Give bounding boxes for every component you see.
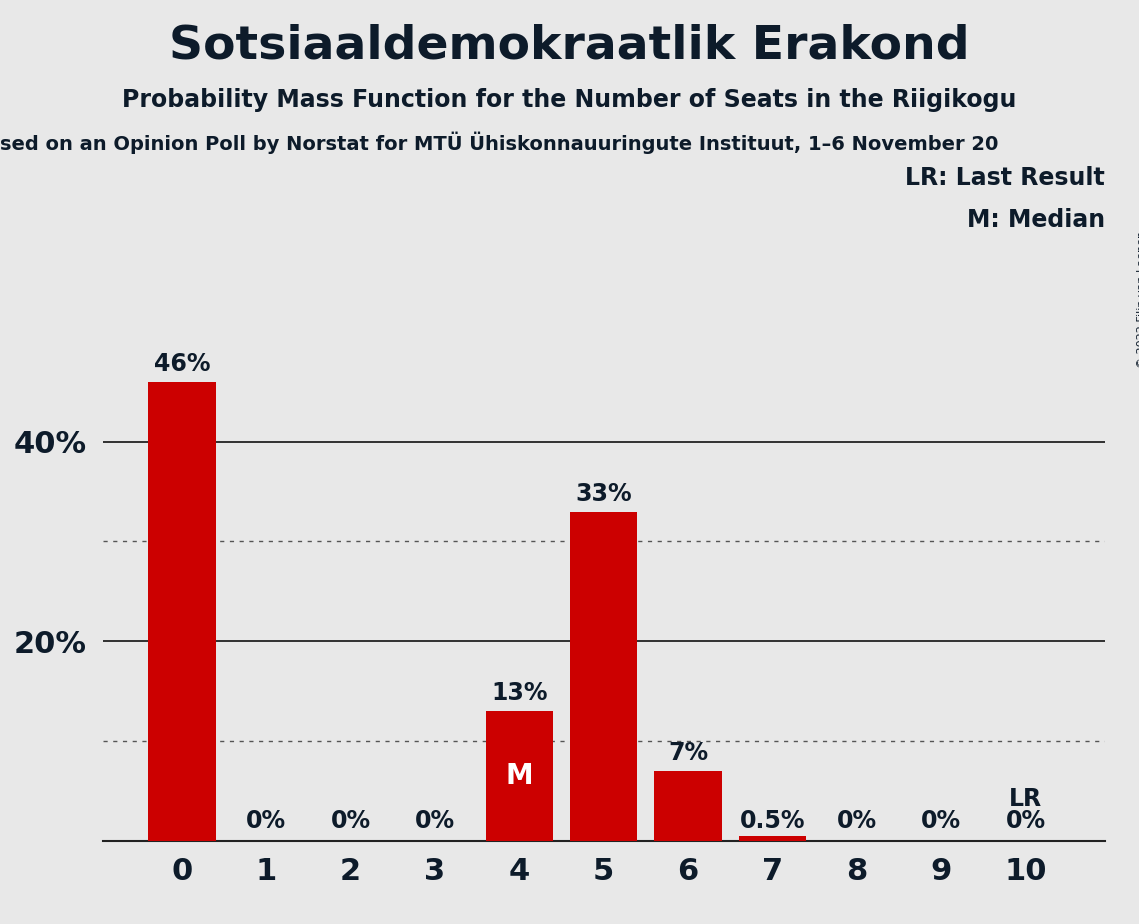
Bar (739, 836, 806, 841)
Bar (654, 771, 722, 841)
Text: M: Median: M: Median (967, 208, 1105, 232)
Bar (570, 512, 638, 841)
Text: M: M (506, 762, 533, 790)
Text: Probability Mass Function for the Number of Seats in the Riigikogu: Probability Mass Function for the Number… (122, 88, 1017, 112)
Text: 13%: 13% (491, 681, 548, 705)
Text: 0%: 0% (1006, 808, 1046, 833)
Text: 46%: 46% (154, 352, 210, 376)
Text: 0%: 0% (837, 808, 877, 833)
Text: 0%: 0% (246, 808, 286, 833)
Text: LR: Last Result: LR: Last Result (906, 166, 1105, 190)
Text: 7%: 7% (667, 741, 708, 765)
Text: 0%: 0% (330, 808, 370, 833)
Text: 33%: 33% (575, 481, 632, 505)
Bar (485, 711, 554, 841)
Text: sed on an Opinion Poll by Norstat for MTÜ Ühiskonnauuringute Instituut, 1–6 Nove: sed on an Opinion Poll by Norstat for MT… (0, 131, 999, 153)
Text: 0%: 0% (921, 808, 961, 833)
Text: 0.5%: 0.5% (739, 808, 805, 833)
Text: Sotsiaaldemokraatlik Erakond: Sotsiaaldemokraatlik Erakond (170, 23, 969, 68)
Text: 0%: 0% (415, 808, 454, 833)
Text: LR: LR (1009, 787, 1042, 811)
Text: © 2022 Filip van Laenen: © 2022 Filip van Laenen (1137, 231, 1139, 368)
Bar (148, 382, 215, 841)
